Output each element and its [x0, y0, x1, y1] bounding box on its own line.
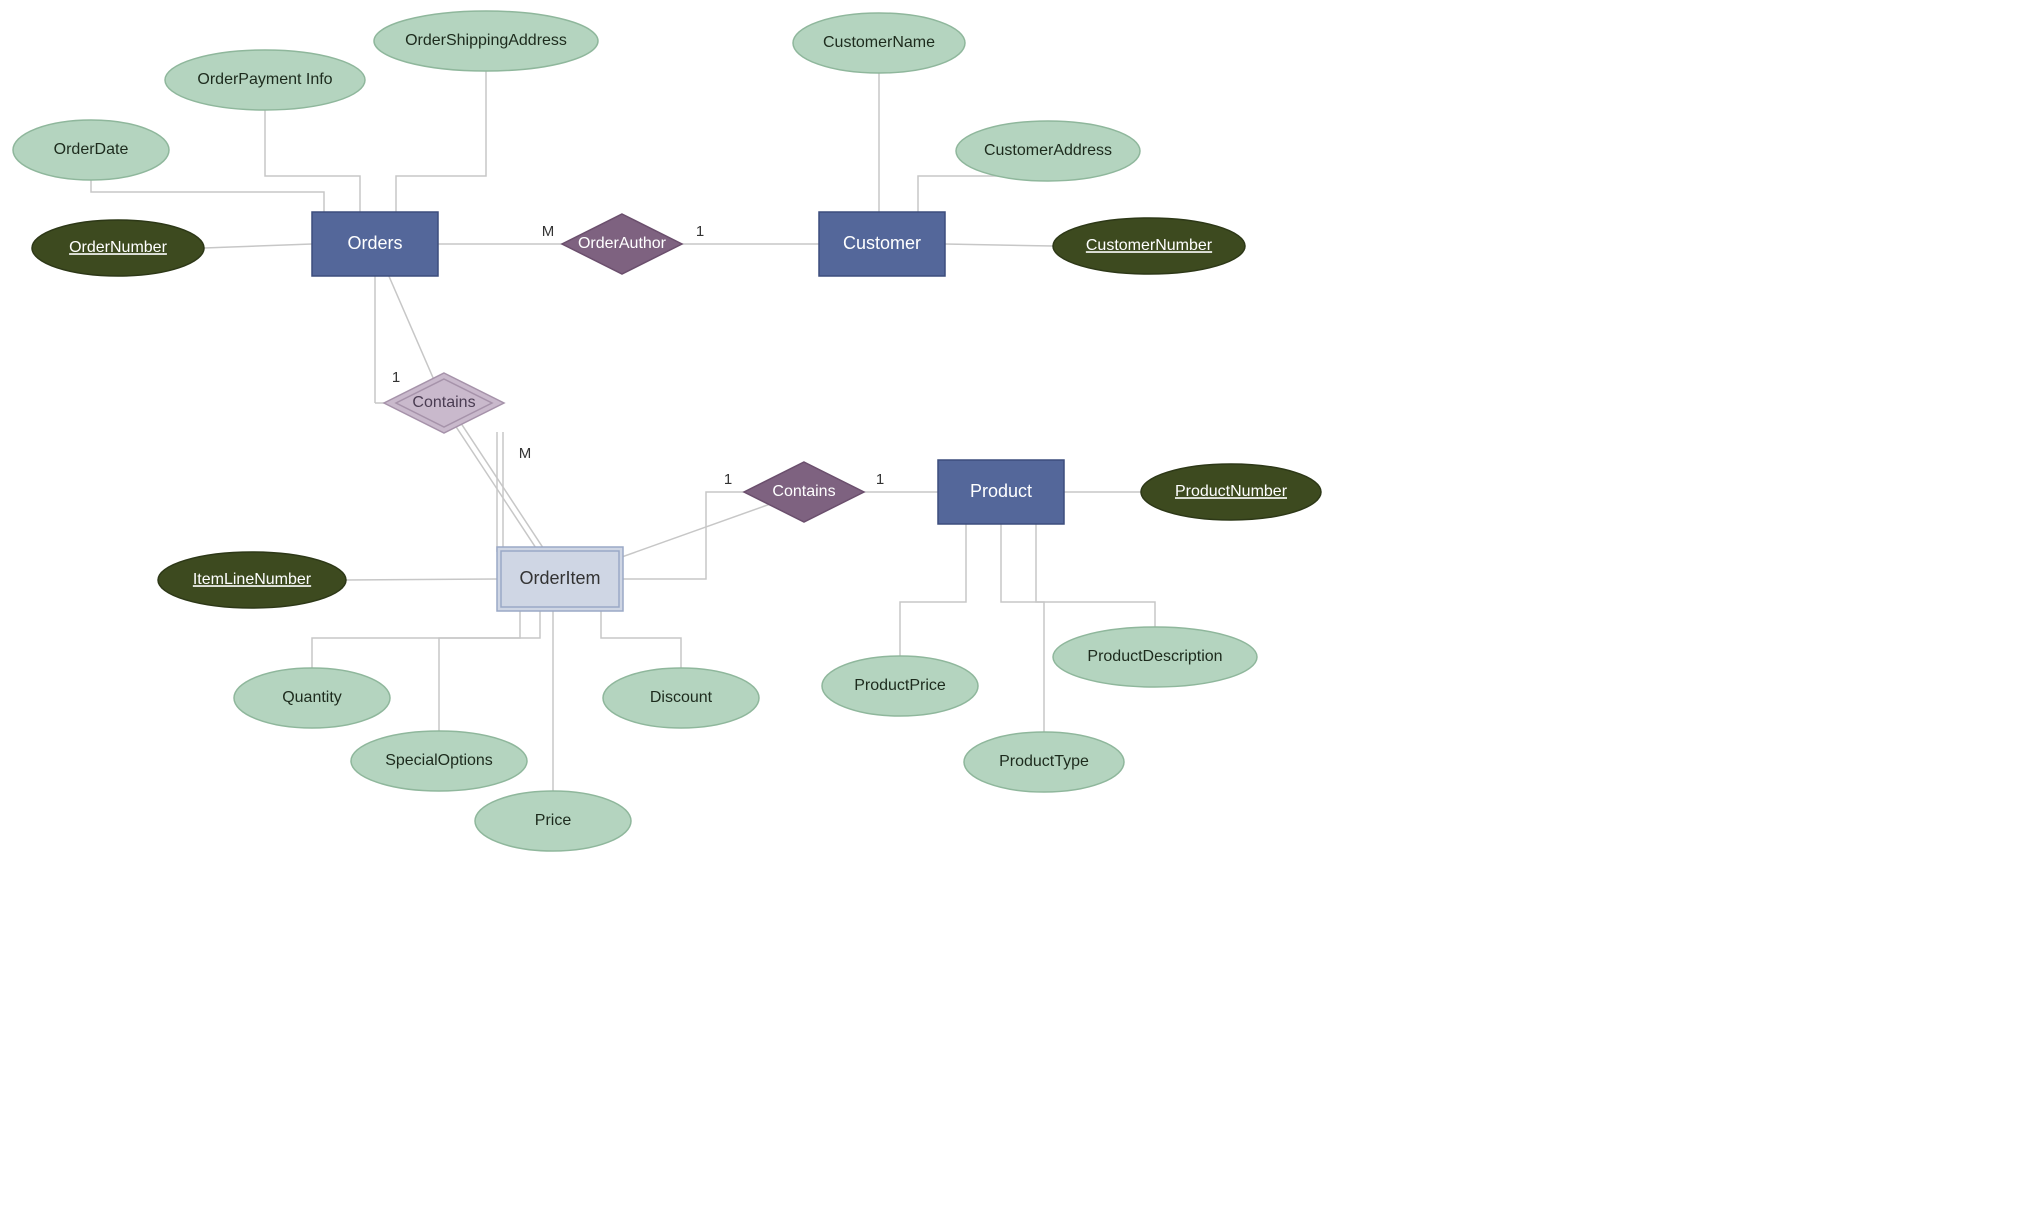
svg-text:SpecialOptions: SpecialOptions — [385, 752, 493, 769]
svg-text:Product: Product — [970, 481, 1032, 501]
svg-text:Customer: Customer — [843, 233, 921, 253]
attribute-specialoptions: SpecialOptions — [351, 731, 527, 791]
svg-text:ProductNumber: ProductNumber — [1175, 483, 1288, 500]
attr-link-itemlinenumber — [346, 579, 497, 580]
attribute-customeraddress: CustomerAddress — [956, 121, 1140, 181]
svg-text:Price: Price — [535, 812, 572, 829]
attr-link-productdescription — [1036, 524, 1155, 627]
entity-orders: Orders — [312, 212, 438, 276]
svg-text:Contains: Contains — [412, 394, 475, 411]
attr-link-orderpaymentinfo — [265, 110, 360, 212]
svg-text:OrderNumber: OrderNumber — [69, 239, 167, 256]
svg-text:CustomerNumber: CustomerNumber — [1086, 237, 1213, 254]
attribute-quantity: Quantity — [234, 668, 390, 728]
attribute-discount: Discount — [603, 668, 759, 728]
svg-text:OrderPayment Info: OrderPayment Info — [197, 71, 332, 88]
svg-text:CustomerName: CustomerName — [823, 34, 935, 51]
cardinality-label: 1 — [392, 369, 400, 386]
attribute-orderdate: OrderDate — [13, 120, 169, 180]
attr-link-producttype — [1001, 524, 1044, 732]
attr-link-ordershipping — [396, 71, 486, 212]
svg-text:Discount: Discount — [650, 689, 713, 706]
attribute-producttype: ProductType — [964, 732, 1124, 792]
svg-text:CustomerAddress: CustomerAddress — [984, 142, 1112, 159]
attribute-customernumber: CustomerNumber — [1053, 218, 1245, 274]
attr-link-customernumber — [945, 244, 1053, 246]
attr-link-productprice — [900, 524, 966, 656]
svg-text:ProductType: ProductType — [999, 753, 1089, 770]
relationship-orderauthor: OrderAuthor — [562, 214, 682, 274]
attr-link-customeraddress — [918, 176, 1000, 212]
attribute-orderpaymentinfo: OrderPayment Info — [165, 50, 365, 110]
svg-text:OrderAuthor: OrderAuthor — [578, 235, 667, 252]
attribute-productprice: ProductPrice — [822, 656, 978, 716]
cardinality-label: 1 — [876, 471, 884, 488]
shape-layer: OrderAuthor Contains Contains Orders Custome… — [13, 11, 1321, 851]
svg-text:OrderShippingAddress: OrderShippingAddress — [405, 32, 567, 49]
attr-link-quantity — [312, 611, 520, 668]
attribute-customername: CustomerName — [793, 13, 965, 73]
cardinality-label: 1 — [696, 223, 704, 240]
svg-text:OrderItem: OrderItem — [519, 568, 600, 588]
relationship-contains2: Contains — [744, 462, 864, 522]
attribute-price: Price — [475, 791, 631, 851]
svg-text:Quantity: Quantity — [282, 689, 342, 706]
cardinality-label: M — [542, 223, 555, 240]
svg-text:ProductDescription: ProductDescription — [1087, 648, 1222, 665]
svg-text:Orders: Orders — [347, 233, 402, 253]
attribute-productdescription: ProductDescription — [1053, 627, 1257, 687]
er-diagram: OrderAuthor Contains Contains Orders Custome… — [0, 0, 1453, 868]
attr-link-discount — [601, 611, 681, 668]
svg-text:Contains: Contains — [772, 483, 835, 500]
svg-text:ItemLineNumber: ItemLineNumber — [193, 571, 312, 588]
attr-link-ordernumber — [204, 244, 312, 248]
attr-link-specialoptions — [439, 611, 540, 731]
attribute-itemlinenumber: ItemLineNumber — [158, 552, 346, 608]
cardinality-label: 1 — [724, 471, 732, 488]
entity-product: Product — [938, 460, 1064, 524]
cardinality-label: M — [519, 445, 532, 462]
attribute-productnumber: ProductNumber — [1141, 464, 1321, 520]
svg-text:ProductPrice: ProductPrice — [854, 677, 946, 694]
entity-orderitem: OrderItem — [497, 547, 623, 611]
attribute-ordershipping: OrderShippingAddress — [374, 11, 598, 71]
svg-text:OrderDate: OrderDate — [54, 141, 129, 158]
relationship-contains1: Contains — [384, 373, 504, 433]
entity-customer: Customer — [819, 212, 945, 276]
attribute-ordernumber: OrderNumber — [32, 220, 204, 276]
